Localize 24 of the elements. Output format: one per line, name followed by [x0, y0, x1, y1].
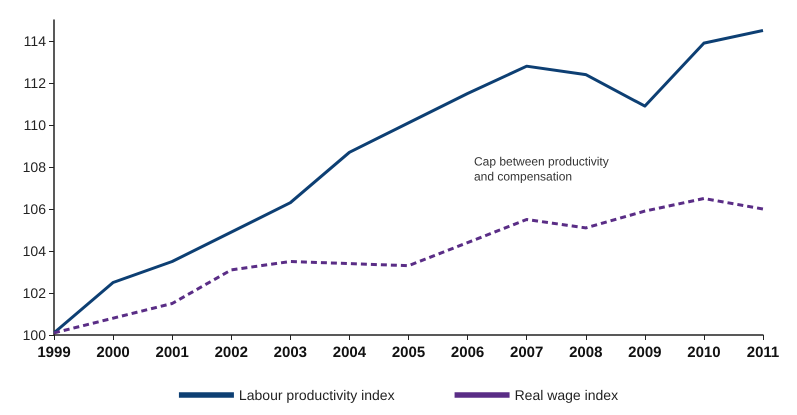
x-tick-label: 2004 [332, 344, 367, 361]
y-tick-label: 102 [22, 285, 46, 301]
x-tick-label: 2007 [510, 344, 544, 361]
x-tick-label: 2000 [96, 344, 130, 361]
legend-label: Real wage index [514, 387, 618, 403]
y-tick-label: 100 [22, 327, 46, 343]
y-tick-label: 108 [22, 159, 46, 175]
x-tick-label: 2001 [155, 344, 189, 361]
y-tick-label: 110 [24, 117, 46, 133]
x-tick-label: 2003 [274, 344, 308, 361]
x-tick-label: 2002 [214, 344, 248, 361]
x-tick-label: 2006 [450, 344, 484, 361]
y-tick-label: 112 [24, 75, 46, 91]
x-tick-label: 2008 [569, 344, 602, 361]
x-tick-label: 2011 [746, 344, 780, 361]
x-tick-label: 1999 [37, 344, 71, 361]
x-tick-label: 2010 [687, 344, 721, 361]
x-tick-label: 2009 [628, 344, 662, 361]
legend-label: Labour productivity index [238, 387, 395, 403]
x-tick-label: 2005 [392, 344, 426, 361]
y-tick-label: 114 [24, 33, 46, 49]
y-tick-label: 106 [22, 201, 46, 217]
annotation: Cap between productivity and compensation [474, 154, 609, 184]
y-tick-label: 104 [22, 243, 46, 259]
